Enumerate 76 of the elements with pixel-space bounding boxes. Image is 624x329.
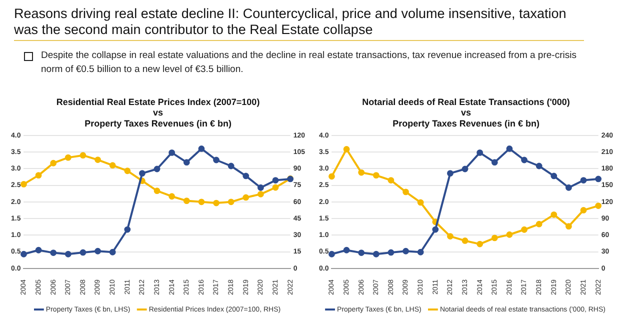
- point: [580, 177, 587, 184]
- point: [35, 172, 42, 179]
- point: [80, 249, 86, 256]
- point: [168, 149, 176, 156]
- point: [20, 180, 27, 188]
- text: Despite the collapse in real estate valuations and the decline in real estate transactions, tax revenue increased from a pre-crisis norm of €0.5 billion to a new level of €3.5 billion.: [41, 49, 578, 77]
- text: Reasons driving real estate decline II: Countercyclical, price and volume insensitive, taxation was the second main contributor to the Real Estate collapse: [14, 6, 584, 41]
- point: [272, 184, 279, 191]
- point: [491, 159, 498, 166]
- point: [228, 162, 234, 170]
- point: [213, 200, 220, 206]
- point: [402, 188, 409, 196]
- point: [20, 250, 27, 258]
- point: [476, 240, 484, 248]
- point: [521, 226, 528, 233]
- point: [109, 248, 116, 256]
- point: [417, 248, 424, 256]
- point: [228, 198, 234, 206]
- point: [183, 198, 190, 204]
- point: [402, 248, 409, 254]
- point: [258, 184, 264, 191]
- point: [358, 169, 365, 176]
- point: [462, 166, 468, 172]
- point: [447, 233, 454, 240]
- point: [183, 159, 190, 166]
- point: [566, 223, 572, 230]
- point: [432, 226, 439, 233]
- point: [476, 149, 484, 156]
- point: [242, 172, 250, 180]
- point: [462, 238, 468, 244]
- point: [358, 250, 365, 256]
- point: [328, 173, 335, 180]
- point: [506, 146, 513, 152]
- chart-title: Notarial deeds of Real Estate Transactions ('000) vs Property Taxes Revenues (in € bn): [362, 96, 570, 128]
- point: [343, 146, 350, 152]
- point: [80, 152, 86, 159]
- point: [536, 220, 542, 228]
- point: [506, 231, 513, 238]
- point: [168, 193, 176, 200]
- point: [213, 156, 220, 164]
- point: [94, 248, 101, 254]
- point: [550, 211, 558, 218]
- point: [109, 162, 116, 169]
- point: [372, 172, 380, 179]
- point: [536, 162, 542, 170]
- point: [154, 166, 160, 172]
- point: [198, 146, 205, 152]
- point: [491, 234, 498, 242]
- point: [521, 156, 528, 164]
- chart-title: Residential Real Estate Prices Index (2007=100) vs Property Taxes Revenues (in € bn): [56, 96, 260, 128]
- point: [417, 199, 424, 206]
- point: [566, 184, 572, 191]
- point: [154, 188, 160, 194]
- point: [258, 190, 264, 198]
- point: [124, 168, 131, 174]
- point: [372, 250, 380, 258]
- point: [124, 226, 131, 233]
- point: [64, 250, 72, 258]
- point: [50, 250, 57, 256]
- point: [50, 160, 57, 166]
- point: [595, 176, 602, 182]
- point: [242, 194, 250, 201]
- point: [550, 172, 558, 180]
- point: [328, 250, 335, 258]
- point: [35, 246, 42, 254]
- point: [272, 177, 279, 184]
- point: [139, 170, 146, 177]
- point: [64, 154, 72, 161]
- point: [94, 156, 101, 163]
- point: [580, 207, 587, 214]
- point: [343, 246, 350, 254]
- point: [388, 249, 394, 256]
- point: [388, 177, 394, 184]
- point: [198, 198, 205, 206]
- point: [595, 202, 602, 209]
- point: [447, 170, 454, 177]
